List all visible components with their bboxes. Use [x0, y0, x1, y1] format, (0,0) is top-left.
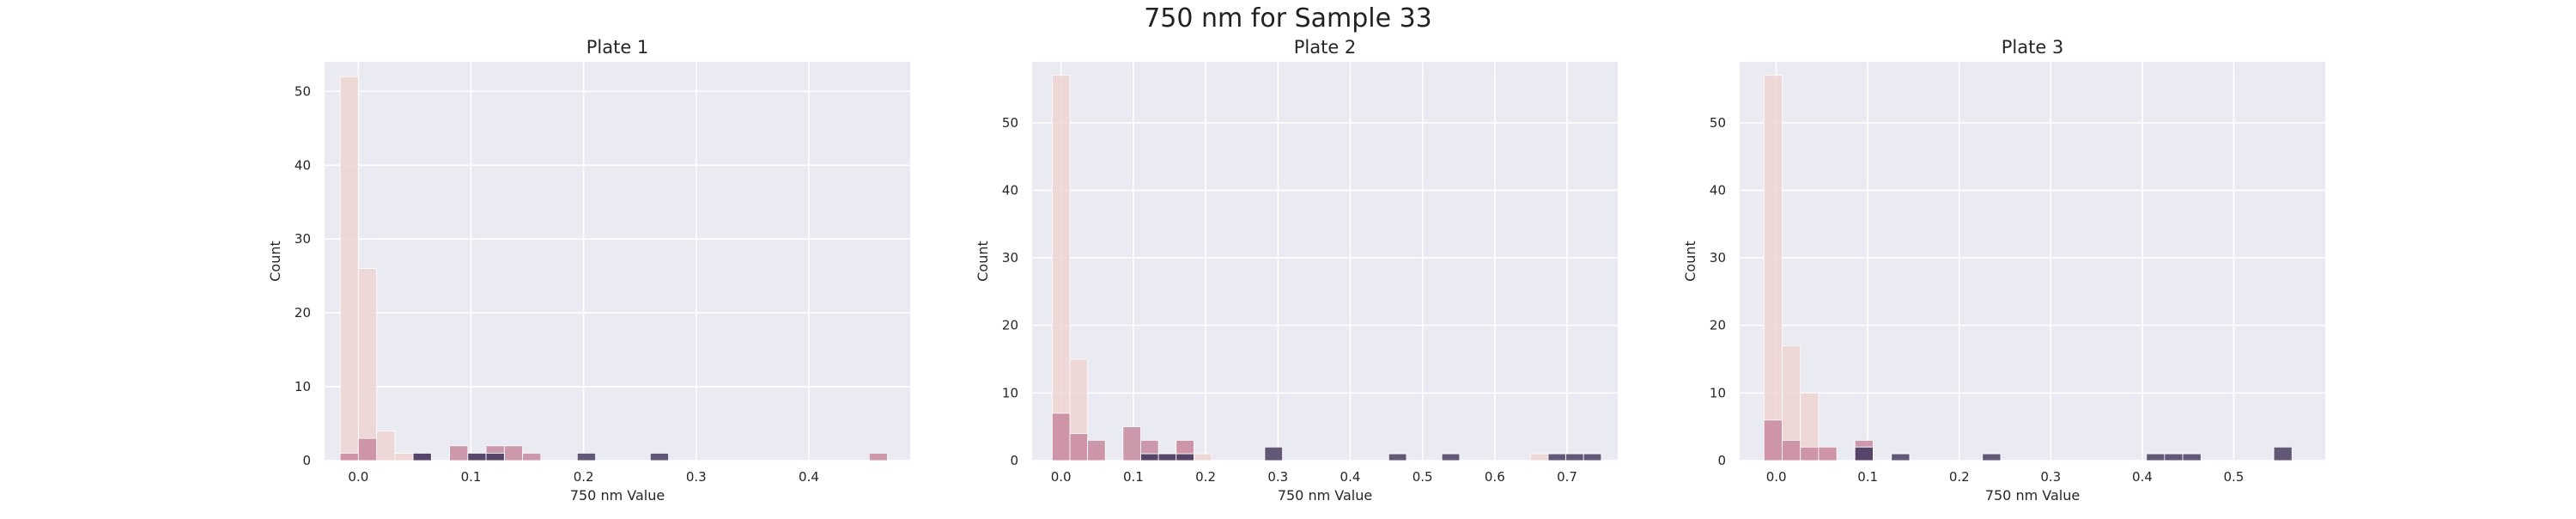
- x-tick-label: 0.1: [461, 469, 482, 485]
- histogram-bar: [1982, 453, 2002, 461]
- y-tick-label: 30: [1710, 250, 1726, 266]
- y-tick-label: 0: [1717, 453, 1726, 468]
- y-tick-label: 50: [295, 83, 311, 99]
- histogram-bar: [1193, 453, 1212, 461]
- histogram-bar: [1565, 453, 1584, 461]
- histogram-bar: [522, 453, 542, 461]
- histogram-bar: [357, 437, 377, 461]
- histogram-bar: [1264, 446, 1283, 461]
- x-tick-label: 0.6: [1485, 469, 1505, 485]
- plot-background: [325, 62, 910, 461]
- panel-3: Plate 3 0.0 0.1 0.2 0.3 0.4 0.5 0 10 20 30 40 50 750 …: [1682, 37, 2325, 504]
- x-tick-label: 0.2: [1195, 469, 1216, 485]
- histogram-bar: [1087, 440, 1106, 461]
- y-tick-label: 0: [302, 453, 311, 468]
- histogram-bar: [1891, 453, 1911, 461]
- histogram-bar: [376, 430, 396, 461]
- x-tick-label: 0.0: [1051, 469, 1072, 485]
- x-tick-label: 0.3: [1267, 469, 1288, 485]
- y-tick-label: 50: [1710, 115, 1726, 131]
- plot-background: [1032, 62, 1618, 461]
- histogram-bar: [576, 453, 596, 461]
- y-tick-label: 20: [1002, 318, 1018, 333]
- histogram-bar: [2164, 453, 2184, 461]
- x-axis-label: 750 nm Value: [570, 487, 665, 504]
- histogram-bar: [412, 453, 432, 461]
- y-axis-label: Count: [975, 241, 991, 282]
- y-tick-label: 40: [1002, 182, 1018, 198]
- y-tick-label: 20: [295, 305, 311, 321]
- x-tick-label: 0.2: [1949, 469, 1970, 485]
- x-tick-label: 0.5: [2224, 469, 2245, 485]
- histogram-bar: [1763, 419, 1783, 461]
- plot-background: [1740, 62, 2325, 461]
- y-tick-label: 10: [1710, 385, 1726, 400]
- y-tick-label: 20: [1710, 318, 1726, 333]
- histogram-bar: [449, 445, 469, 461]
- histogram-bar: [485, 453, 505, 461]
- panel-1: Plate 1 0.0 0.1 0.2 0.3 0.4 0 10 20 30 40 50 750 nm …: [267, 37, 910, 504]
- y-axis-label: Count: [267, 241, 283, 282]
- histogram-bar: [2273, 446, 2293, 461]
- histogram-bar: [357, 268, 377, 461]
- histogram-bar: [1122, 426, 1141, 461]
- x-tick-label: 0.3: [686, 469, 707, 485]
- panel-title: Plate 2: [1294, 37, 1357, 58]
- histogram-bar: [1782, 440, 1801, 461]
- y-tick-label: 30: [295, 231, 311, 247]
- y-tick-label: 40: [295, 157, 311, 173]
- histogram-bar: [1547, 453, 1566, 461]
- x-tick-label: 0.4: [1340, 469, 1361, 485]
- histogram-bar: [649, 453, 669, 461]
- histogram-bar: [1441, 453, 1461, 461]
- histogram-bar: [394, 453, 414, 461]
- histogram-bar: [1176, 453, 1194, 461]
- figure-title: 750 nm for Sample 33: [1144, 3, 1432, 34]
- y-axis-label: Count: [1682, 241, 1698, 282]
- histogram-bar: [2146, 453, 2166, 461]
- histogram-bar: [339, 76, 359, 461]
- histogram-bar: [1051, 412, 1071, 461]
- histogram-bar: [1583, 453, 1602, 461]
- histogram-bar: [1818, 446, 1838, 461]
- y-tick-label: 40: [1710, 182, 1726, 198]
- x-tick-label: 0.4: [2132, 469, 2153, 485]
- histogram-bar: [1051, 75, 1071, 461]
- histogram-bar: [1854, 446, 1874, 461]
- panel-2: Plate 2 0.0 0.1 0.2 0.3 0.4 0.5 0.6 0.7 0 10 20 30 40…: [975, 37, 1618, 504]
- x-tick-label: 0.4: [799, 469, 819, 485]
- y-tick-label: 50: [1002, 115, 1018, 131]
- histogram-bar: [467, 453, 487, 461]
- x-axis-label: 750 nm Value: [1278, 487, 1372, 504]
- x-tick-label: 0.1: [1123, 469, 1144, 485]
- histogram-bar: [1069, 433, 1089, 461]
- x-tick-label: 0.0: [1766, 469, 1787, 485]
- y-tick-label: 30: [1002, 250, 1018, 266]
- y-tick-label: 10: [1002, 385, 1018, 400]
- x-tick-label: 0.3: [2040, 469, 2061, 485]
- histogram-bar: [503, 445, 523, 461]
- histogram-bar: [339, 453, 359, 461]
- x-tick-label: 0.1: [1857, 469, 1878, 485]
- histogram-bar: [1763, 75, 1783, 461]
- histogram-bar: [1800, 446, 1820, 461]
- panel-title: Plate 1: [586, 37, 649, 58]
- histogram-bar: [1140, 453, 1159, 461]
- x-tick-label: 0.7: [1557, 469, 1577, 485]
- x-tick-label: 0.2: [574, 469, 594, 485]
- panel-title: Plate 3: [2002, 37, 2064, 58]
- x-tick-label: 0.5: [1413, 469, 1433, 485]
- x-tick-label: 0.0: [348, 469, 368, 485]
- histogram-bar: [2182, 453, 2202, 461]
- histogram-bar: [1529, 453, 1549, 461]
- histogram-bar: [1157, 453, 1177, 461]
- y-tick-label: 0: [1010, 453, 1018, 468]
- histogram-bar: [868, 453, 888, 461]
- x-axis-label: 750 nm Value: [1985, 487, 2080, 504]
- y-tick-label: 10: [295, 379, 311, 394]
- histogram-bar: [1388, 453, 1407, 461]
